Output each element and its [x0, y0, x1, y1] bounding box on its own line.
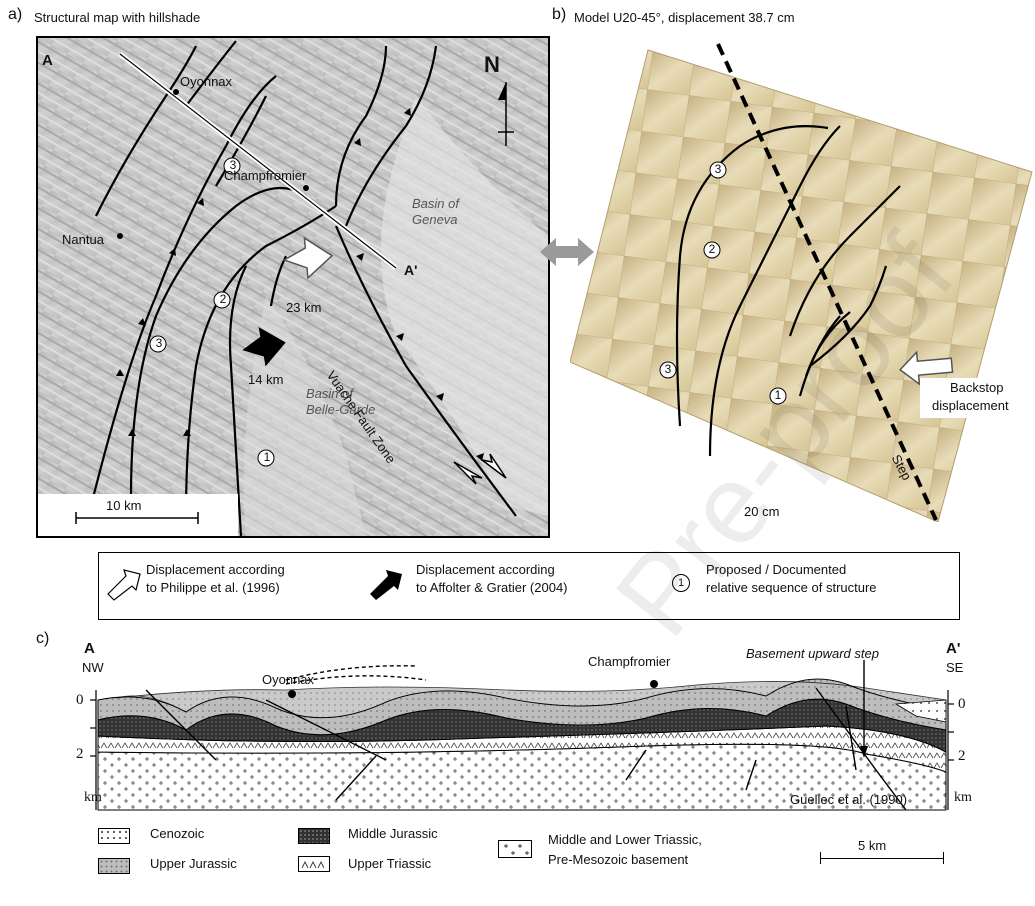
model-num-3a: 3 [714, 162, 722, 176]
section-label-se: SE [946, 660, 964, 675]
legend-cenozoic: Cenozoic [150, 826, 205, 841]
panel-b-title: Model U20-45°, displacement 38.7 cm [574, 10, 795, 25]
section-source: Guellec et al. (1990) [790, 792, 908, 807]
north-label: N [484, 52, 500, 77]
black-arrow-icon [242, 326, 286, 367]
legend-middle-jurassic: Middle Jurassic [348, 826, 438, 841]
swatch-middle-jurassic [298, 828, 330, 844]
legend-black-arrow-icon [370, 570, 402, 600]
section-scale-label: 5 km [858, 838, 887, 853]
map-label-champfromier: Champfromier [224, 168, 307, 183]
scale-box [38, 494, 238, 536]
map-label-basin-geneva-1: Basin of [412, 196, 459, 211]
map-num-3a: 3 [229, 158, 237, 172]
legend-triassic-1: Middle and Lower Triassic, [548, 832, 702, 847]
legend-black-2: to Affolter & Gratier (2004) [416, 580, 568, 595]
legend-displacement [98, 552, 960, 620]
swatch-upper-jurassic [98, 858, 130, 874]
model-surface [570, 49, 1033, 522]
legend-white-2: to Philippe et al. (1996) [146, 580, 280, 595]
compare-arrow-icon [540, 238, 594, 266]
model-num-2: 2 [708, 242, 716, 256]
backstop-label-2: displacement [932, 398, 1009, 413]
depth-unit-left: km [84, 790, 102, 805]
section-step-label: Basement upward step [746, 646, 879, 661]
model-num-3b: 3 [664, 362, 672, 376]
legend-black-1: Displacement according [416, 562, 555, 577]
depth-unit-right: km [954, 790, 972, 805]
map-num-2: 2 [219, 292, 227, 306]
section-label-a-prime: A' [946, 640, 961, 657]
scale-tick-right [943, 852, 944, 864]
model-scale-label: 20 cm [744, 504, 780, 519]
model-num-1: 1 [774, 388, 782, 402]
white-arrow-icon [282, 236, 334, 280]
swatch-upper-triassic [298, 856, 330, 872]
north-arrow-icon [498, 82, 506, 100]
panel-b-letter: b) [552, 6, 567, 23]
depth-tick-0-right: 0 [958, 696, 966, 712]
backstop-arrow-icon [898, 350, 954, 386]
basin-geneva-area [381, 96, 548, 516]
section-scale-bar [820, 858, 944, 859]
legend-num-1: Proposed / Documented [706, 562, 847, 577]
swatch-triassic-basement [498, 840, 532, 858]
map-label-a: A [42, 52, 53, 69]
legend-triassic-2: Pre-Mesozoic basement [548, 852, 689, 867]
depth-tick-2-left: 2 [76, 746, 84, 762]
thrust-teeth [116, 108, 484, 461]
step-line [716, 43, 938, 521]
map-label-basin-belle-2: Belle-Garde [306, 402, 376, 417]
depth-tick-0-left: 0 [76, 692, 84, 708]
map-label-a-prime: A' [404, 262, 418, 278]
map-label-oyonnax: Oyonnax [180, 74, 233, 89]
legend-num-2: relative sequence of structure [706, 580, 877, 595]
backstop-label-box [920, 378, 1032, 418]
legend-white-1: Displacement according [146, 562, 285, 577]
section-label-champfromier: Champfromier [588, 654, 671, 669]
map-label-basin-geneva-2: Geneva [412, 212, 458, 227]
section-label-nw: NW [82, 660, 104, 675]
map-num-1: 1 [263, 450, 271, 464]
map-num-3b: 3 [155, 336, 163, 350]
map-label-23km: 23 km [286, 300, 322, 315]
model-faults [675, 125, 901, 457]
map-label-nantua: Nantua [62, 232, 104, 247]
panel-c-letter: c) [36, 630, 50, 647]
scale-tick-left [820, 852, 821, 864]
depth-tick-2-right: 2 [958, 748, 966, 764]
structural-map [36, 36, 550, 538]
cross-section [90, 660, 954, 811]
panel-a-title: Structural map with hillshade [34, 10, 201, 25]
legend-number-icon: 1 [672, 574, 690, 592]
section-label-a: A [84, 640, 95, 657]
map-label-basin-belle-1: Basin of [306, 386, 353, 401]
map-scale-label: 10 km [106, 498, 142, 513]
legend-upper-triassic: Upper Triassic [348, 856, 432, 871]
legend-white-arrow-icon [107, 569, 141, 601]
thrust-faults [89, 40, 517, 537]
panel-a-letter: a) [8, 6, 23, 23]
analogue-model [570, 43, 1033, 522]
legend-upper-jurassic: Upper Jurassic [150, 856, 237, 871]
map-label-14km: 14 km [248, 372, 284, 387]
swatch-cenozoic [98, 828, 130, 844]
backstop-label-1: Backstop [950, 380, 1004, 395]
